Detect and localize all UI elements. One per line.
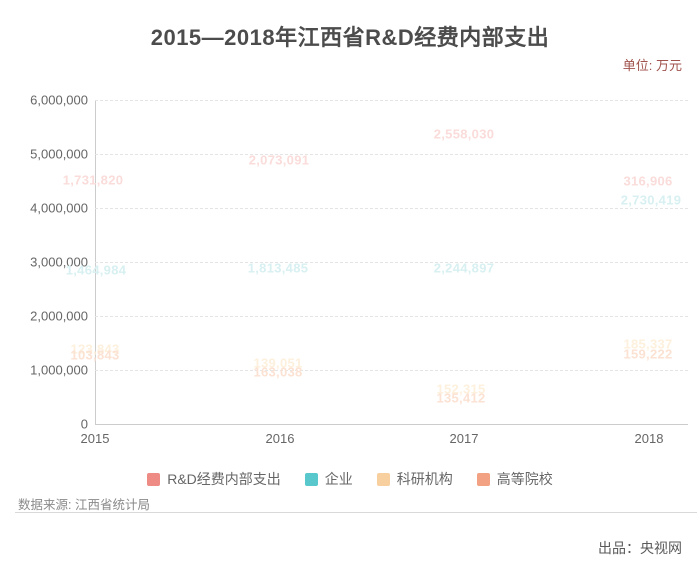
data-point-label: 123,843: [70, 341, 120, 357]
x-axis-tick-label: 2015: [80, 431, 110, 446]
legend-label-rd-total: R&D经费内部支出: [167, 471, 281, 487]
data-point-label: 139,051: [253, 355, 303, 371]
x-axis-line: [95, 424, 688, 425]
data-point-label: 2,073,091: [248, 152, 310, 168]
legend-item-rd-total[interactable]: R&D经费内部支出: [147, 469, 281, 489]
unit-label: 单位: 万元: [622, 58, 682, 73]
data-point-label: 1,731,820: [62, 172, 124, 188]
y-axis-tick-label: 3,000,000: [30, 254, 88, 270]
data-point-label: 103,843: [70, 347, 120, 363]
x-axis-tick-label: 2017: [449, 431, 479, 446]
y-axis-tick-label: 2,000,000: [30, 308, 88, 324]
legend-label-research-institute: 科研机构: [396, 471, 453, 487]
data-point-label: 163,038: [253, 364, 303, 380]
legend: R&D经费内部支出 企业 科研机构 高等院校: [0, 468, 700, 490]
data-point-label: 2,244,897: [433, 260, 495, 276]
gridline: [95, 262, 688, 263]
y-axis-tick-label: 1,000,000: [30, 362, 88, 378]
data-point-label: 1,464,984: [65, 262, 127, 278]
data-source: 数据来源: 江西省统计局: [18, 498, 150, 512]
legend-label-enterprise: 企业: [324, 471, 353, 487]
y-axis-tick-label: 6,000,000: [30, 92, 88, 108]
y-axis-tick-label: 4,000,000: [30, 200, 88, 216]
footer-divider: [15, 512, 697, 513]
data-point-label: 2,730,419: [620, 192, 682, 208]
legend-swatch-enterprise: [304, 472, 318, 486]
legend-swatch-university: [476, 472, 490, 486]
gridline: [95, 154, 688, 155]
gridline: [95, 100, 688, 101]
legend-item-university[interactable]: 高等院校: [476, 469, 553, 489]
legend-swatch-research-institute: [376, 472, 390, 486]
data-point-label: 2,558,030: [433, 126, 495, 142]
y-axis-tick-label: 5,000,000: [30, 146, 88, 162]
y-axis-tick-label: 0: [80, 416, 88, 432]
data-point-label: 159,222: [623, 346, 673, 362]
data-point-label: 316,906: [623, 173, 673, 189]
legend-label-university: 高等院校: [496, 471, 553, 487]
legend-swatch-rd-total: [147, 472, 161, 486]
x-axis-tick-label: 2016: [265, 431, 295, 446]
gridline: [95, 370, 688, 371]
producer-credit: 出品：央视网: [598, 540, 682, 556]
data-point-label: 1,813,485: [247, 260, 309, 276]
x-axis-tick-label: 2018: [634, 431, 664, 446]
gridline: [95, 316, 688, 317]
data-point-label: 152,315: [436, 381, 486, 397]
legend-item-enterprise[interactable]: 企业: [304, 469, 353, 489]
data-point-label: 135,412: [436, 390, 486, 406]
data-point-label: 185,337: [623, 336, 673, 352]
legend-item-research-institute[interactable]: 科研机构: [376, 469, 453, 489]
chart-title: 2015—2018年江西省R&D经费内部支出: [150, 25, 550, 50]
gridline: [95, 208, 688, 209]
